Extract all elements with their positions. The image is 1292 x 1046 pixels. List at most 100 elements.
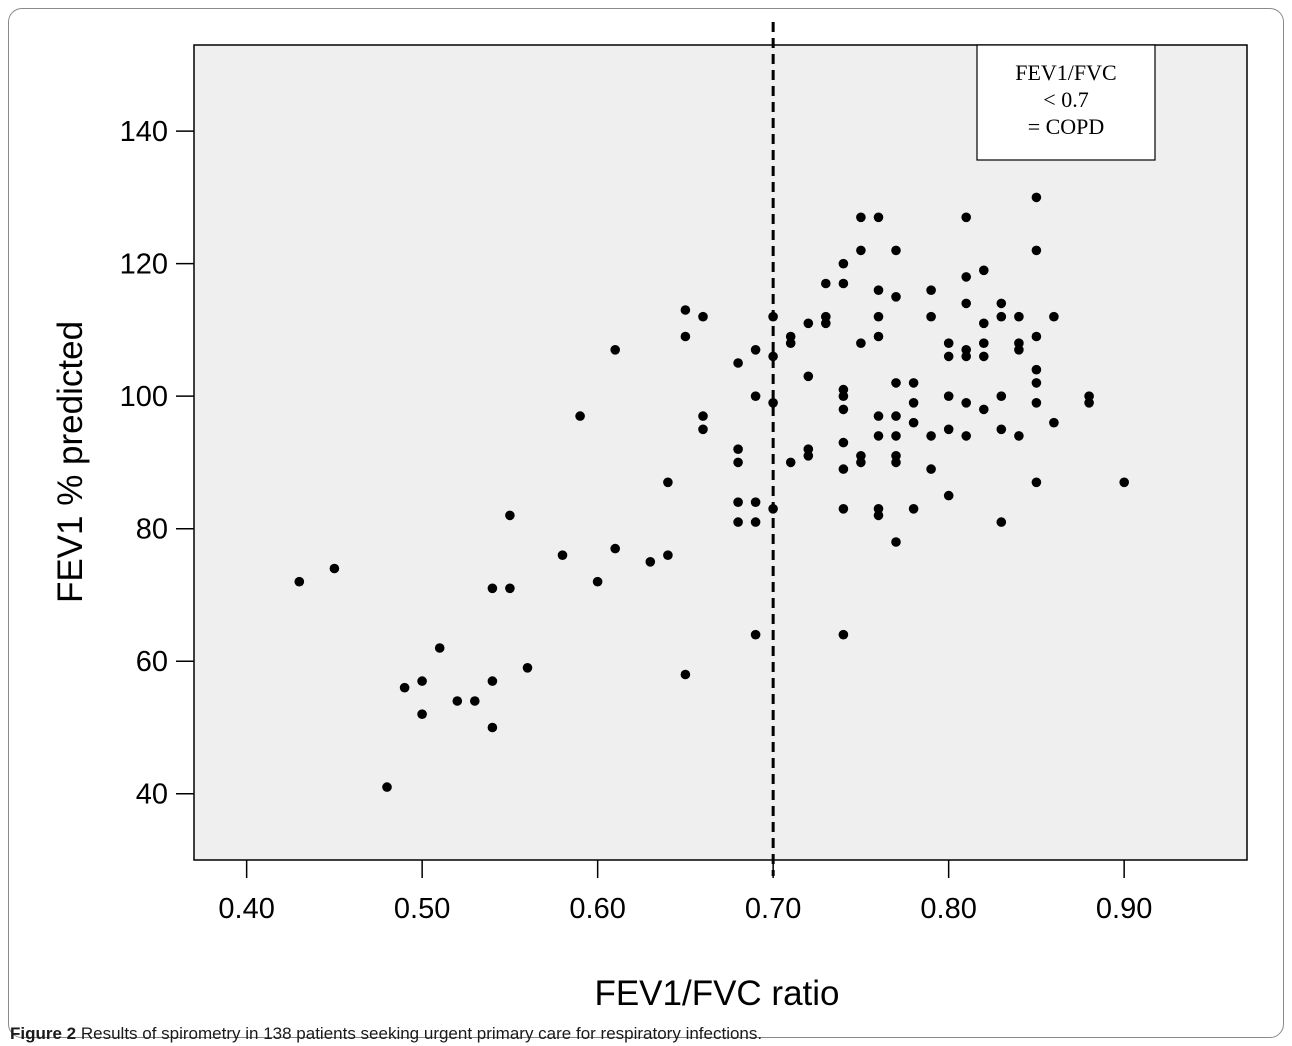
data-point [1049, 311, 1059, 322]
data-point [1031, 331, 1042, 342]
x-axis: 0.40 0.50 0.60 0.70 0.80 0.90 [218, 860, 1152, 925]
data-point [592, 576, 603, 587]
data-point [926, 431, 936, 441]
data-point [838, 629, 849, 640]
data-point [961, 431, 971, 441]
data-point [821, 278, 831, 289]
data-point [856, 245, 866, 256]
data-point [487, 722, 498, 733]
annotation-line-3: = COPD [1028, 114, 1105, 139]
plot-area [193, 44, 1248, 861]
data-point [803, 318, 814, 329]
x-tick-label: 0.90 [1096, 893, 1152, 925]
data-point [733, 457, 743, 468]
data-point [663, 477, 673, 488]
data-point [961, 351, 971, 362]
data-point [750, 345, 761, 355]
data-point [943, 338, 954, 349]
data-point [645, 557, 656, 567]
data-point [961, 345, 971, 355]
data-point [1014, 345, 1024, 355]
data-point [873, 411, 884, 421]
data-point [873, 510, 884, 521]
data-point [908, 417, 919, 428]
data-point [1014, 311, 1024, 322]
data-point [698, 424, 708, 435]
x-tick-label: 0.50 [394, 893, 450, 925]
data-point [873, 311, 884, 322]
data-point [680, 331, 691, 342]
data-point [803, 444, 814, 455]
data-point [873, 212, 884, 223]
data-point [750, 517, 761, 527]
data-point [1014, 338, 1024, 349]
data-point [1084, 398, 1094, 408]
data-point [1031, 364, 1042, 375]
copd-annotation-box: FEV1/FVC < 0.7 = COPD [976, 44, 1156, 161]
data-point [1031, 378, 1042, 388]
data-point [487, 583, 498, 594]
data-point [996, 298, 1007, 309]
figure-caption: Figure 2 Results of spirometry in 138 pa… [10, 1024, 762, 1044]
data-point [1031, 245, 1042, 256]
data-point [961, 212, 971, 223]
y-tick-label: 140 [120, 116, 168, 148]
y-tick-label: 80 [136, 514, 168, 546]
x-tick-label: 0.40 [218, 893, 274, 925]
annotation-line-1: FEV1/FVC [1015, 60, 1116, 85]
data-point [417, 709, 427, 719]
data-point [803, 451, 814, 461]
data-point [873, 431, 884, 441]
data-point [382, 782, 392, 792]
data-point [891, 292, 901, 302]
data-point [750, 497, 761, 508]
data-point [733, 444, 743, 455]
data-point [891, 431, 901, 441]
data-point [768, 398, 778, 408]
data-point [891, 378, 901, 388]
y-tick-label: 60 [136, 646, 168, 678]
data-point [452, 696, 463, 706]
data-point [996, 311, 1007, 322]
data-point [856, 212, 866, 223]
data-point [557, 550, 568, 560]
points-layer [294, 192, 1129, 792]
data-point [891, 457, 901, 468]
data-point [294, 576, 305, 587]
data-point [750, 391, 761, 402]
data-point [943, 490, 954, 501]
annotation-box [976, 44, 1156, 161]
data-point [873, 285, 884, 296]
data-point [1049, 417, 1059, 428]
data-point [1084, 391, 1094, 402]
data-point [996, 391, 1007, 402]
data-point [891, 245, 901, 256]
data-point [838, 437, 849, 448]
y-tick-label: 40 [136, 779, 168, 811]
data-point [979, 318, 989, 329]
y-tick-label: 100 [120, 381, 168, 413]
data-point [838, 404, 849, 415]
data-point [908, 398, 919, 408]
data-point [979, 265, 989, 276]
data-point [505, 510, 515, 521]
data-point [434, 643, 445, 653]
data-point [1031, 398, 1042, 408]
data-point [505, 583, 515, 594]
data-point [943, 351, 954, 362]
data-point [838, 464, 849, 474]
scatter-chart: 0.40 0.50 0.60 0.70 0.80 0.90 40 60 80 100 120 140… [51, 22, 1248, 1013]
data-point [785, 338, 796, 349]
data-point [873, 331, 884, 342]
data-point [891, 451, 901, 461]
y-axis: 40 60 80 100 120 140 [120, 116, 194, 811]
caption-text: Results of spirometry in 138 patients se… [80, 1024, 763, 1043]
data-point [733, 497, 743, 508]
data-point [961, 398, 971, 408]
data-point [470, 696, 480, 706]
data-point [821, 311, 831, 322]
data-point [961, 272, 971, 282]
annotation-line-2: < 0.7 [1043, 87, 1088, 112]
data-point [680, 305, 691, 315]
data-point [821, 318, 831, 329]
